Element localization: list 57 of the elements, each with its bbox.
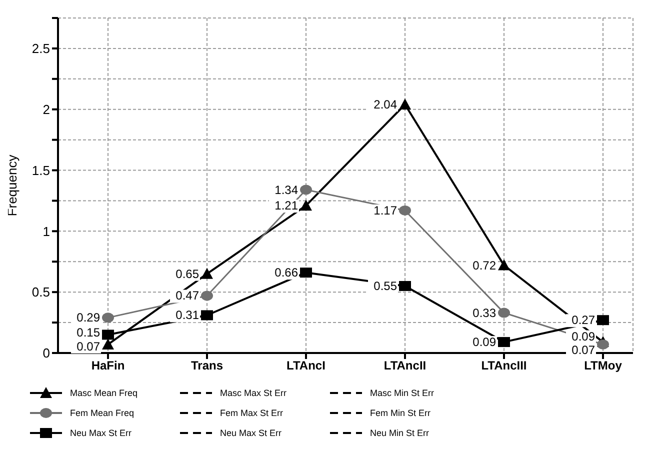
point	[102, 330, 114, 340]
y-axis-title: Frequency	[4, 154, 20, 216]
legend-label: Fem Mean Freq	[70, 408, 134, 418]
point	[102, 312, 114, 323]
y-tick-label: 1	[42, 224, 50, 239]
data-label: 0.47	[176, 288, 200, 303]
point	[102, 338, 114, 350]
y-tick-label: 0	[42, 346, 50, 361]
y-tick-label: 2.5	[32, 41, 50, 56]
data-label: 0.15	[76, 326, 100, 340]
data-label: 1.17	[374, 203, 398, 218]
legend-label: Masc Min St Err	[370, 388, 434, 398]
point	[399, 98, 411, 110]
legend-label: Neu Max St Err	[220, 428, 282, 438]
legend-label: Masc Mean Freq	[70, 388, 138, 398]
point	[597, 339, 609, 350]
point	[498, 337, 510, 348]
point	[300, 200, 312, 211]
data-label: 0.27	[572, 313, 596, 328]
data-label: 0.09	[472, 335, 496, 350]
data-label: 0.29	[76, 310, 100, 325]
point	[300, 184, 312, 195]
y-tick-label: 1.5	[32, 162, 50, 178]
data-label: 1.34	[274, 182, 298, 197]
data-label: 0.07	[572, 343, 596, 358]
point	[201, 290, 213, 301]
point	[399, 281, 411, 291]
data-label: 0.66	[274, 266, 298, 280]
point	[300, 268, 312, 278]
point	[399, 205, 411, 216]
data-label: 0.55	[374, 279, 398, 293]
legend-label: Neu Min St Err	[370, 428, 430, 438]
legend-label: Fem Max St Err	[220, 408, 284, 418]
data-label: 0.72	[472, 258, 496, 272]
data-label: 0.31	[176, 308, 200, 322]
data-label: 0.09	[572, 329, 596, 344]
legend-label: Fem Min St Err	[370, 408, 431, 418]
data-label: 1.21	[274, 198, 298, 213]
data-label: 0.33	[472, 306, 496, 320]
point	[201, 310, 213, 320]
x-tick-label: LTMoy	[584, 358, 622, 373]
y-tick-label: 0.5	[32, 284, 50, 300]
data-label: 0.07	[76, 339, 100, 354]
point	[498, 308, 510, 318]
point	[201, 268, 213, 279]
data-label: 0.65	[176, 266, 200, 281]
legend-label: Masc Max St Err	[220, 388, 287, 398]
data-label: 2.04	[374, 97, 398, 112]
point	[498, 259, 510, 270]
x-tick-label: LTAncI	[286, 358, 326, 373]
legend-label: Neu Max St Err	[70, 428, 132, 438]
x-tick-label: HaFin	[91, 358, 125, 373]
y-tick-label: 2	[42, 102, 50, 117]
x-tick-label: LTAncII	[384, 358, 426, 373]
point	[597, 315, 609, 326]
x-tick-label: Trans	[190, 358, 224, 373]
x-tick-label: LTAncIII	[481, 358, 527, 373]
